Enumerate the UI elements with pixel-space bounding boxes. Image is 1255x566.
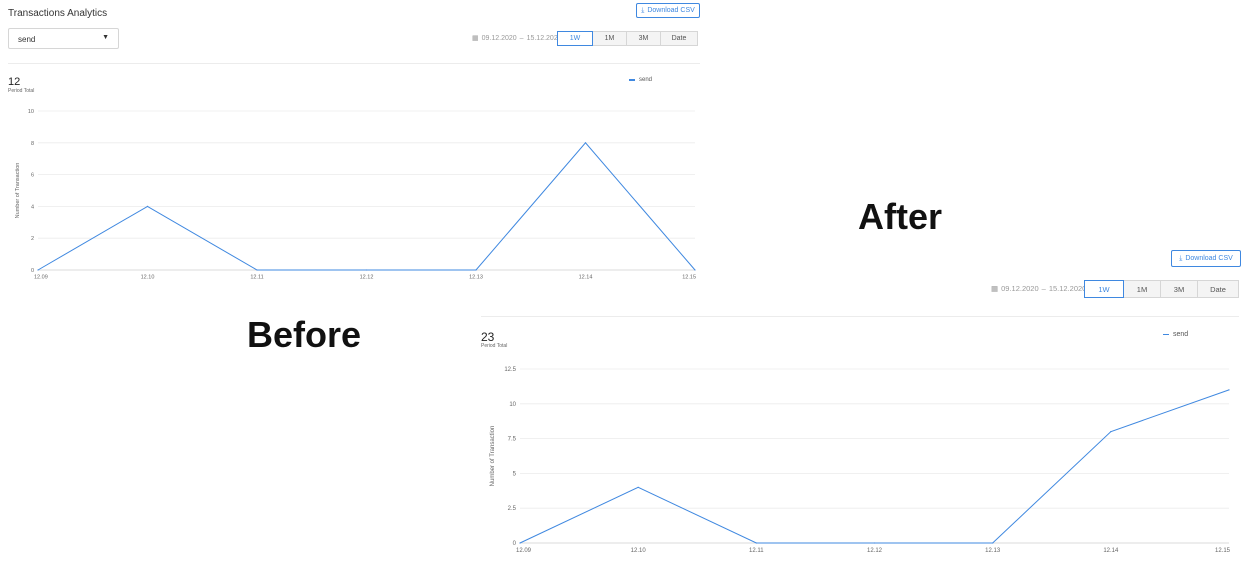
chart-legend[interactable]: send [1163,331,1188,338]
y-tick-label: 7.5 [508,437,517,443]
data-point [37,269,39,271]
y-tick-label: 6 [31,173,34,179]
y-tick-label: 5 [513,471,517,477]
x-tick-label: 12.14 [1103,548,1119,554]
after-caption: After [858,196,943,237]
before-caption: Before [247,314,362,355]
page-title: Transactions Analytics [8,8,108,19]
date-from: 09.12.2020 [1001,284,1039,293]
legend-label: send [1173,331,1189,338]
data-point [992,542,994,544]
y-tick-label: 10 [28,109,34,115]
download-icon: ⤓ [1179,254,1183,262]
data-point [256,269,258,271]
data-point [1110,431,1112,433]
data-point [475,269,477,271]
y-tick-label: 4 [31,204,34,210]
caret-down-icon: ▼ [102,34,109,41]
range-date-button[interactable]: Date [660,31,698,46]
y-tick-label: 8 [31,141,34,147]
date-separator: – [519,34,524,42]
x-tick-label: 12.12 [867,548,883,554]
data-point [365,269,368,271]
date-range[interactable]: ▦ 09.12.2020 – 15.12.2020 [991,284,1086,293]
period-total-label: Period Total [8,88,35,94]
y-axis-label: Number of Transaction [490,426,496,487]
period-total-value: 23 [481,330,495,344]
date-to: 15.12.2020 [1048,284,1087,293]
download-csv-button[interactable]: ⤓ Download CSV [1171,250,1241,267]
range-3m-button[interactable]: 3M [626,31,661,46]
chart-legend[interactable]: send [629,77,652,83]
download-csv-button[interactable]: ⤓ Download CSV [636,3,700,18]
x-tick-label: 12.14 [579,275,593,281]
x-tick-label: 12.15 [682,275,696,281]
y-tick-label: 2.5 [508,506,517,512]
legend-swatch [1163,333,1169,336]
x-tick-label: 12.09 [34,275,48,281]
data-point [694,269,696,271]
select-value: send [18,35,36,44]
calendar-icon: ▦ [991,284,999,293]
date-range[interactable]: ▦ 09.12.2020 – 15.12.2020 [472,34,562,43]
y-tick-label: 12.5 [504,367,516,373]
data-point [755,542,757,544]
x-tick-label: 12.13 [469,275,483,281]
range-1w-button[interactable]: 1W [1084,280,1124,298]
chart-before: 0 2 4 6 8 10 12.09 12.10 12.11 12.12 12.13 12.14 12.… [15,109,696,281]
data-point [146,205,149,207]
download-csv-label: Download CSV [1185,255,1233,262]
x-tick-label: 12.09 [516,548,532,554]
x-tick-label: 12.10 [141,275,155,281]
x-tick-label: 12.13 [985,548,1001,554]
data-point [637,486,639,488]
range-1w-button[interactable]: 1W [557,31,593,46]
series-line-send [519,389,1230,544]
calendar-icon: ▦ [472,35,479,42]
y-axis-label: Number of Transaction [15,163,21,219]
divider [8,63,700,64]
y-tick-label: 10 [509,402,516,408]
data-point [584,142,587,144]
y-tick-label: 2 [31,236,34,242]
date-from: 09.12.2020 [481,34,517,42]
date-to: 15.12.2020 [526,34,562,42]
x-tick-label: 12.11 [250,275,263,281]
period-total-label: Period Total [481,343,508,349]
date-separator: – [1041,284,1046,293]
x-tick-label: 12.11 [749,548,764,554]
range-selector: 1W 1M 3M Date [557,31,698,46]
download-csv-label: Download CSV [647,7,695,14]
y-tick-label: 0 [513,541,517,547]
transaction-type-select[interactable]: send ▼ [8,28,119,49]
range-1m-button[interactable]: 1M [592,31,627,46]
x-tick-label: 12.10 [631,548,647,554]
data-point [1228,389,1230,391]
range-1m-button[interactable]: 1M [1123,280,1161,298]
range-selector: 1W 1M 3M Date [1084,280,1239,298]
data-point [873,542,876,544]
legend-label: send [639,77,653,83]
range-3m-button[interactable]: 3M [1160,280,1198,298]
chart-after: 0 2.5 5 7.5 10 12.5 12.09 12.10 12.11 12.12 12.13 1… [490,367,1231,554]
range-date-button[interactable]: Date [1197,280,1239,298]
period-total-value: 12 [8,76,21,88]
x-tick-label: 12.12 [360,275,374,281]
download-icon: ⤓ [641,6,645,14]
divider [481,316,1239,317]
data-point [519,542,521,544]
legend-swatch [629,79,635,81]
x-tick-label: 12.15 [1215,548,1231,554]
y-tick-label: 0 [31,268,34,274]
